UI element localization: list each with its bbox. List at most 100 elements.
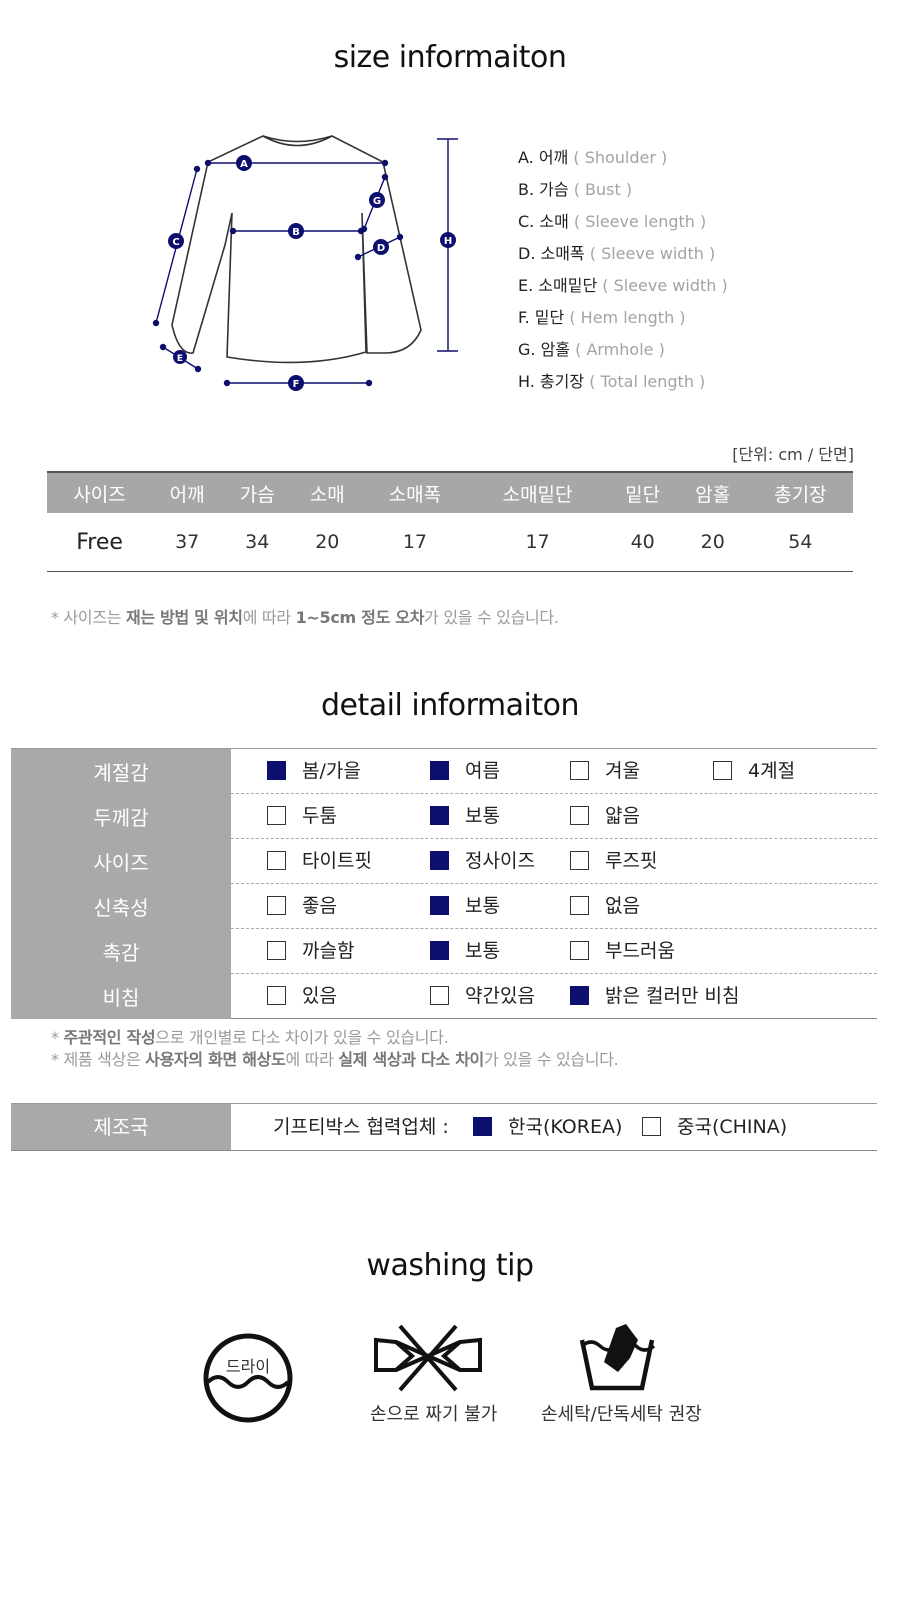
detail-option[interactable]: 루즈핏 bbox=[570, 850, 657, 872]
legend-item: H. 총기장 ( Total length ) bbox=[518, 370, 728, 402]
checkbox-checked-icon[interactable] bbox=[430, 851, 449, 870]
legend-ko: E. 소매밑단 bbox=[518, 276, 598, 295]
detail-option[interactable]: 부드러움 bbox=[570, 940, 675, 962]
detail-option[interactable]: 좋음 bbox=[267, 895, 337, 917]
checkbox-empty-icon[interactable] bbox=[713, 761, 732, 780]
legend-item: G. 암홀 ( Armhole ) bbox=[518, 338, 728, 370]
checkbox-empty-icon[interactable] bbox=[570, 941, 589, 960]
origin-option-china[interactable]: 중국(CHINA) bbox=[642, 1116, 787, 1138]
checkbox-empty-icon[interactable] bbox=[267, 806, 286, 825]
option-label: 한국(KOREA) bbox=[508, 1116, 623, 1138]
measurement-legend: A. 어깨 ( Shoulder ) B. 가슴 ( Bust ) C. 소매 … bbox=[518, 146, 728, 402]
note-bold: 실제 색상과 다소 차이 bbox=[338, 1050, 484, 1069]
sweater-outline-icon bbox=[171, 135, 422, 364]
option-label: 보통 bbox=[465, 805, 500, 827]
origin-row: 제조국 기프티박스 협력업체 : 한국(KOREA) 중국(CHINA) bbox=[11, 1103, 877, 1151]
checkbox-empty-icon[interactable] bbox=[570, 896, 589, 915]
checkbox-checked-icon[interactable] bbox=[430, 761, 449, 780]
legend-en: ( Total length ) bbox=[589, 372, 706, 391]
detail-option[interactable]: 까슬함 bbox=[267, 940, 354, 962]
detail-option[interactable]: 밝은 컬러만 비침 bbox=[570, 985, 739, 1007]
header-cell: 가슴 bbox=[222, 471, 293, 513]
checkbox-checked-icon[interactable] bbox=[473, 1117, 492, 1136]
checkbox-empty-icon[interactable] bbox=[570, 851, 589, 870]
hand-wash-icon bbox=[579, 1324, 656, 1391]
option-label: 좋음 bbox=[302, 895, 337, 917]
note-bold: 1~5cm 정도 오차 bbox=[295, 608, 425, 627]
option-label: 약간있음 bbox=[465, 985, 535, 1007]
table-cell: Free bbox=[47, 513, 153, 572]
checkbox-checked-icon[interactable] bbox=[430, 806, 449, 825]
checkbox-empty-icon[interactable] bbox=[570, 761, 589, 780]
checkbox-empty-icon[interactable] bbox=[267, 851, 286, 870]
detail-option[interactable]: 약간있음 bbox=[430, 985, 535, 1007]
header-cell: 소매폭 bbox=[362, 471, 468, 513]
detail-option[interactable]: 여름 bbox=[430, 760, 500, 782]
detail-option[interactable]: 보통 bbox=[430, 895, 500, 917]
detail-option[interactable]: 겨울 bbox=[570, 760, 640, 782]
hand-wash-label: 손세탁/단독세탁 권장 bbox=[541, 1404, 702, 1425]
marker-b-icon bbox=[288, 223, 304, 239]
option-label: 루즈핏 bbox=[605, 850, 658, 872]
option-label: 겨울 bbox=[605, 760, 640, 782]
checkbox-checked-icon[interactable] bbox=[267, 761, 286, 780]
option-label: 여름 bbox=[465, 760, 500, 782]
checkbox-empty-icon[interactable] bbox=[570, 806, 589, 825]
checkbox-empty-icon[interactable] bbox=[267, 941, 286, 960]
table-row: Free 37 34 20 17 17 40 20 54 bbox=[47, 513, 853, 572]
note-text: * 사이즈는 bbox=[51, 608, 126, 627]
checkbox-empty-icon[interactable] bbox=[267, 986, 286, 1005]
header-cell: 사이즈 bbox=[47, 471, 153, 513]
option-label: 얇음 bbox=[605, 805, 640, 827]
detail-option[interactable]: 얇음 bbox=[570, 805, 640, 827]
legend-en: ( Hem length ) bbox=[569, 308, 686, 327]
marker-h-icon bbox=[440, 232, 456, 248]
table-cell: 17 bbox=[362, 513, 468, 572]
legend-ko: C. 소매 bbox=[518, 212, 569, 231]
header-cell: 소매밑단 bbox=[467, 471, 608, 513]
detail-option[interactable]: 타이트핏 bbox=[267, 850, 372, 872]
detail-note: * 주관적인 작성으로 개인별로 다소 차이가 있을 수 있습니다. bbox=[51, 1024, 449, 1048]
unit-label: [단위: cm / 단면] bbox=[732, 445, 854, 464]
detail-row: 신축성 좋음 보통 없음 bbox=[11, 883, 877, 929]
detail-option[interactable]: 4계절 bbox=[713, 760, 795, 782]
option-label: 중국(CHINA) bbox=[677, 1116, 788, 1138]
detail-option[interactable]: 보통 bbox=[430, 940, 500, 962]
checkbox-checked-icon[interactable] bbox=[430, 896, 449, 915]
marker-h-label: H bbox=[444, 236, 452, 247]
legend-en: ( Armhole ) bbox=[575, 340, 665, 359]
checkbox-empty-icon[interactable] bbox=[430, 986, 449, 1005]
note-text: * bbox=[51, 1028, 64, 1047]
dry-clean-icon: 드라이 bbox=[203, 1333, 293, 1423]
checkbox-empty-icon[interactable] bbox=[642, 1117, 661, 1136]
table-cell: 37 bbox=[152, 513, 223, 572]
note-bold: 주관적인 작성 bbox=[63, 1028, 156, 1047]
origin-option-korea[interactable]: 한국(KOREA) bbox=[473, 1116, 622, 1138]
detail-option[interactable]: 두툼 bbox=[267, 805, 337, 827]
checkbox-checked-icon[interactable] bbox=[570, 986, 589, 1005]
legend-item: D. 소매폭 ( Sleeve width ) bbox=[518, 242, 728, 274]
legend-item: C. 소매 ( Sleeve length ) bbox=[518, 210, 728, 242]
marker-d-label: D bbox=[377, 243, 385, 254]
detail-row-label: 사이즈 bbox=[11, 838, 231, 884]
legend-item: E. 소매밑단 ( Sleeve width ) bbox=[518, 274, 728, 306]
detail-option[interactable]: 봄/가을 bbox=[267, 760, 361, 782]
detail-option[interactable]: 없음 bbox=[570, 895, 640, 917]
detail-section-title: detail informaiton bbox=[321, 688, 580, 723]
detail-row-options: 있음 약간있음 밝은 컬러만 비침 bbox=[231, 973, 877, 1019]
checkbox-empty-icon[interactable] bbox=[267, 896, 286, 915]
marker-f-icon bbox=[288, 375, 304, 391]
size-note: * 사이즈는 재는 방법 및 위치에 따라 1~5cm 정도 오차가 있을 수 … bbox=[51, 604, 559, 628]
marker-a-icon bbox=[236, 155, 252, 171]
detail-option[interactable]: 보통 bbox=[430, 805, 500, 827]
detail-option[interactable]: 있음 bbox=[267, 985, 337, 1007]
size-table-header: 사이즈 어깨 가슴 소매 소매폭 소매밑단 밑단 암홀 총기장 bbox=[47, 471, 853, 513]
legend-ko: D. 소매폭 bbox=[518, 244, 585, 263]
header-cell: 암홀 bbox=[677, 471, 748, 513]
table-cell: 20 bbox=[292, 513, 363, 572]
detail-option[interactable]: 정사이즈 bbox=[430, 850, 535, 872]
note-text: 가 있을 수 있습니다. bbox=[424, 608, 559, 627]
detail-row: 두께감 두툼 보통 얇음 bbox=[11, 793, 877, 839]
legend-ko: B. 가슴 bbox=[518, 180, 569, 199]
checkbox-checked-icon[interactable] bbox=[430, 941, 449, 960]
